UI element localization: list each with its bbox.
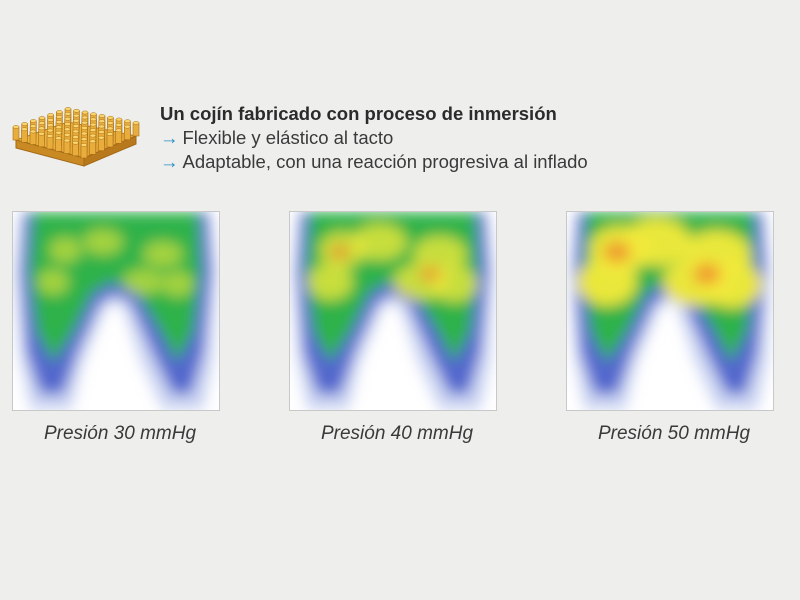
- product-title: Un cojín fabricado con proceso de inmers…: [160, 103, 557, 124]
- heat-peak-zone: [329, 243, 351, 261]
- pressure-map-40: [289, 211, 497, 411]
- heat-high-zone: [83, 229, 123, 255]
- heat-high-zone: [49, 237, 81, 263]
- arrow-right-icon: →: [160, 151, 179, 172]
- cushion-illustration: [12, 107, 140, 167]
- cushion-cell: [80, 143, 88, 159]
- cushion-cell: [29, 129, 37, 145]
- heatmap-40: [290, 212, 496, 410]
- heatmap-30: [13, 212, 219, 410]
- heat-high-zone: [577, 258, 637, 306]
- cushion-cell: [132, 121, 140, 137]
- pressure-map-50: [566, 211, 774, 411]
- heat-peak-zone: [419, 265, 441, 283]
- cushion-cell: [12, 125, 20, 141]
- heat-high-zone: [623, 218, 691, 266]
- product-description: Un cojín fabricado con proceso de inmers…: [160, 102, 588, 174]
- cushion-cell: [115, 128, 122, 144]
- heat-high-zone: [143, 241, 183, 267]
- caption-30: Presión 30 mmHg: [43, 423, 197, 444]
- cushion-cell: [89, 139, 96, 155]
- cushion-cell: [38, 131, 45, 148]
- feature-text: Flexible y elástico al tacto: [182, 127, 394, 148]
- heat-peak-zone: [693, 263, 721, 285]
- feature-adaptable: → Adaptable, con una reacción progresiva …: [160, 150, 588, 174]
- cushion-cell: [72, 140, 79, 157]
- cushion-cell: [63, 138, 71, 154]
- cushion-cell: [98, 135, 105, 151]
- arrow-right-icon: →: [160, 127, 179, 148]
- heat-high-zone: [37, 269, 69, 295]
- heat-peak-zone: [603, 241, 631, 263]
- feature-flexible: → Flexible y elástico al tacto: [160, 126, 588, 150]
- heat-high-zone: [413, 235, 467, 273]
- pressure-map-30: [12, 211, 220, 411]
- heat-high-zone: [307, 263, 353, 301]
- heat-high-zone: [353, 223, 407, 261]
- caption-40: Presión 40 mmHg: [320, 423, 474, 444]
- heat-high-zone: [123, 269, 163, 295]
- heatmap-50: [567, 212, 773, 410]
- cushion-cell: [106, 132, 114, 148]
- cushion-cell: [46, 134, 54, 150]
- cushion-cell: [55, 136, 62, 152]
- cushion-cell: [21, 127, 28, 143]
- heat-high-zone: [432, 265, 478, 303]
- cushion-cell: [124, 124, 131, 140]
- caption-50: Presión 50 mmHg: [597, 423, 751, 444]
- heat-high-zone: [162, 271, 194, 297]
- air-cell-cushion-image: [10, 98, 140, 176]
- feature-text: Adaptable, con una reacción progresiva a…: [182, 151, 588, 172]
